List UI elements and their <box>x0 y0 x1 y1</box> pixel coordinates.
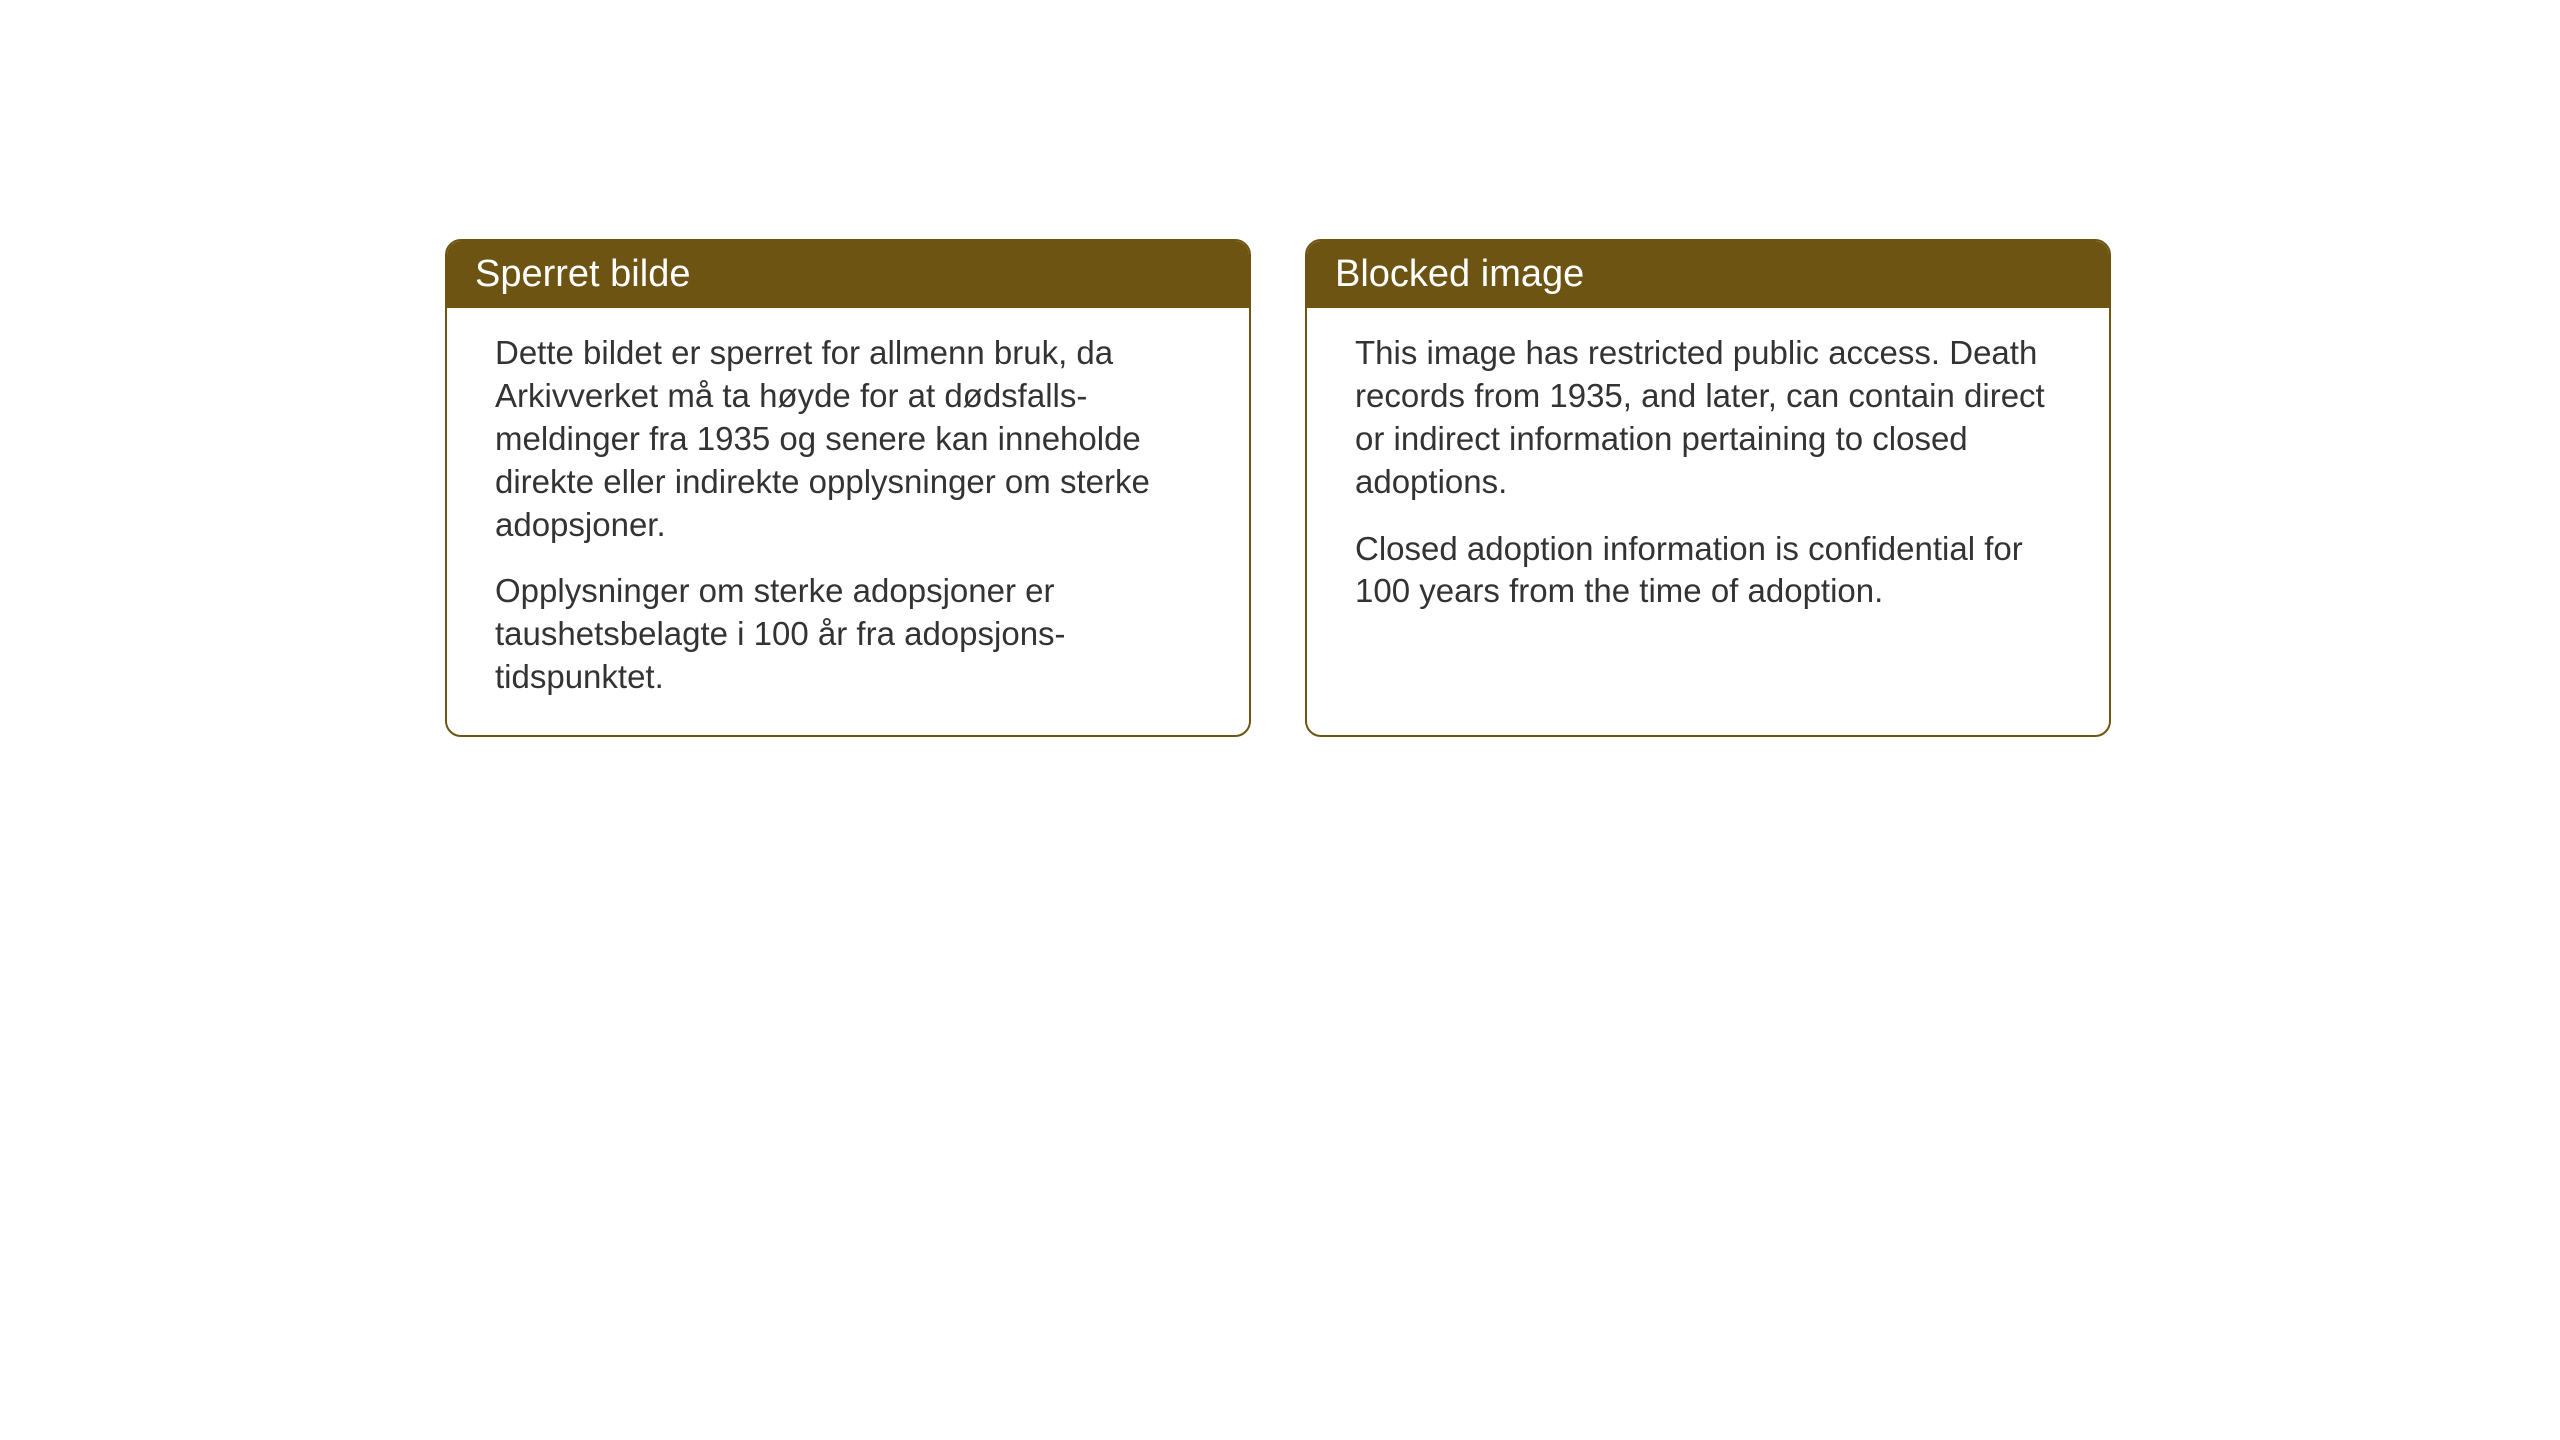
notice-card-norwegian: Sperret bilde Dette bildet er sperret fo… <box>445 239 1251 737</box>
card-paragraph-norwegian-2: Opplysninger om sterke adopsjoner er tau… <box>495 570 1201 699</box>
card-title-norwegian: Sperret bilde <box>475 253 690 295</box>
card-paragraph-english-2: Closed adoption information is confident… <box>1355 528 2061 614</box>
card-header-norwegian: Sperret bilde <box>447 241 1249 308</box>
card-paragraph-norwegian-1: Dette bildet er sperret for allmenn bruk… <box>495 332 1201 546</box>
card-body-english: This image has restricted public access.… <box>1307 308 2109 649</box>
notice-card-english: Blocked image This image has restricted … <box>1305 239 2111 737</box>
card-body-norwegian: Dette bildet er sperret for allmenn bruk… <box>447 308 1249 735</box>
notice-cards-container: Sperret bilde Dette bildet er sperret fo… <box>445 239 2111 737</box>
card-title-english: Blocked image <box>1335 253 1584 295</box>
card-header-english: Blocked image <box>1307 241 2109 308</box>
card-paragraph-english-1: This image has restricted public access.… <box>1355 332 2061 504</box>
